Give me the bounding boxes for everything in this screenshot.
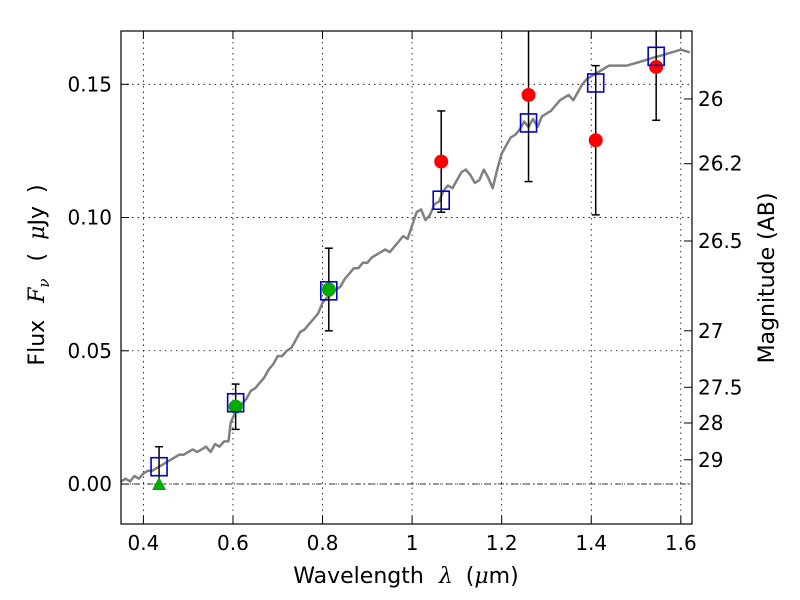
x-axis-unit-rest: m) [489,564,519,589]
magnitude-tick-label: 27.5 [698,375,743,399]
magnitude-tick-label: 29 [698,448,723,472]
observed-point [521,87,536,102]
observed-point [588,133,603,148]
errorbar [652,31,661,122]
y-axis-unit-mu: μ [25,226,50,240]
x-tick-label: 0.4 [127,531,159,555]
y-axis-unit-open: ( [25,253,50,262]
model-point [586,73,605,93]
y-axis-label: Flux [25,320,50,366]
y-tick-label: 0.00 [67,472,112,496]
y-tick-label: 0.05 [67,339,112,363]
tick-layer: 0.4 0.6 0.8 1 1.2 1.4 1.6 0.00 0.05 0.10 0.15 26 26.… [67,31,743,555]
y-axis-symbol: F [25,287,50,304]
x-axis-unit-open: ( [466,564,475,589]
model-point [226,392,245,413]
model-point [319,281,338,301]
model-spectrum-layer [120,48,691,483]
y-axis-title: Flux Fν ( μJy ) [25,184,55,365]
magnitude-axis-title: Magnitude (AB) [755,193,780,364]
y-axis-unit-rest: Jy [25,206,50,228]
model-spectrum-line [120,48,691,483]
x-tick-label: 1.4 [575,531,607,555]
observed-points-layer [152,59,664,491]
y-tick-label: 0.10 [67,206,112,230]
magnitude-tick-label: 27 [698,319,723,343]
errorbar [524,31,533,183]
model-point [519,113,538,133]
x-tick-label: 0.8 [307,531,339,555]
magnitude-tick-label: 28 [698,411,723,435]
x-tick-label: 1.6 [665,531,697,555]
x-axis-label: Wavelength [293,564,424,589]
observed-point [228,399,243,414]
model-points-layer [150,46,665,477]
plot-frame [120,30,693,525]
model-point [432,190,451,211]
x-tick-label: 0.6 [217,531,249,555]
model-point [647,46,665,67]
magnitude-tick-label: 26 [698,87,723,111]
observed-point [434,154,449,169]
x-axis-unit-mu: μ [474,564,488,589]
x-tick-label: 1 [406,531,419,555]
x-axis-lambda: λ [438,564,453,589]
y-axis-unit-close: ) [25,184,50,193]
magnitude-tick-label: 26.2 [698,152,743,176]
observed-point [321,282,336,297]
magnitude-tick-label: 26.5 [698,229,743,253]
x-tick-label: 1.2 [486,531,518,555]
observed-point [649,59,664,74]
y-tick-label: 0.15 [67,72,112,96]
upper-limit-marker [152,477,167,491]
errorbar-layer [155,31,661,488]
model-point [150,456,168,477]
y-axis-subscript: ν [35,278,53,287]
x-axis-title: Wavelength λ (μm) [293,564,518,589]
